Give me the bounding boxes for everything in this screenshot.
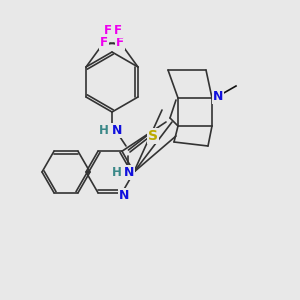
Text: F: F [114,25,122,38]
Text: N: N [213,89,223,103]
Text: S: S [148,129,158,143]
Text: N: N [119,189,129,202]
Text: N: N [124,166,134,178]
Text: F: F [102,25,110,38]
Text: F: F [104,25,112,38]
Text: F: F [112,25,120,38]
Text: N: N [112,124,122,136]
Text: H: H [99,124,109,136]
Text: F: F [116,37,124,50]
Text: F: F [100,37,108,50]
Text: H: H [112,166,122,178]
